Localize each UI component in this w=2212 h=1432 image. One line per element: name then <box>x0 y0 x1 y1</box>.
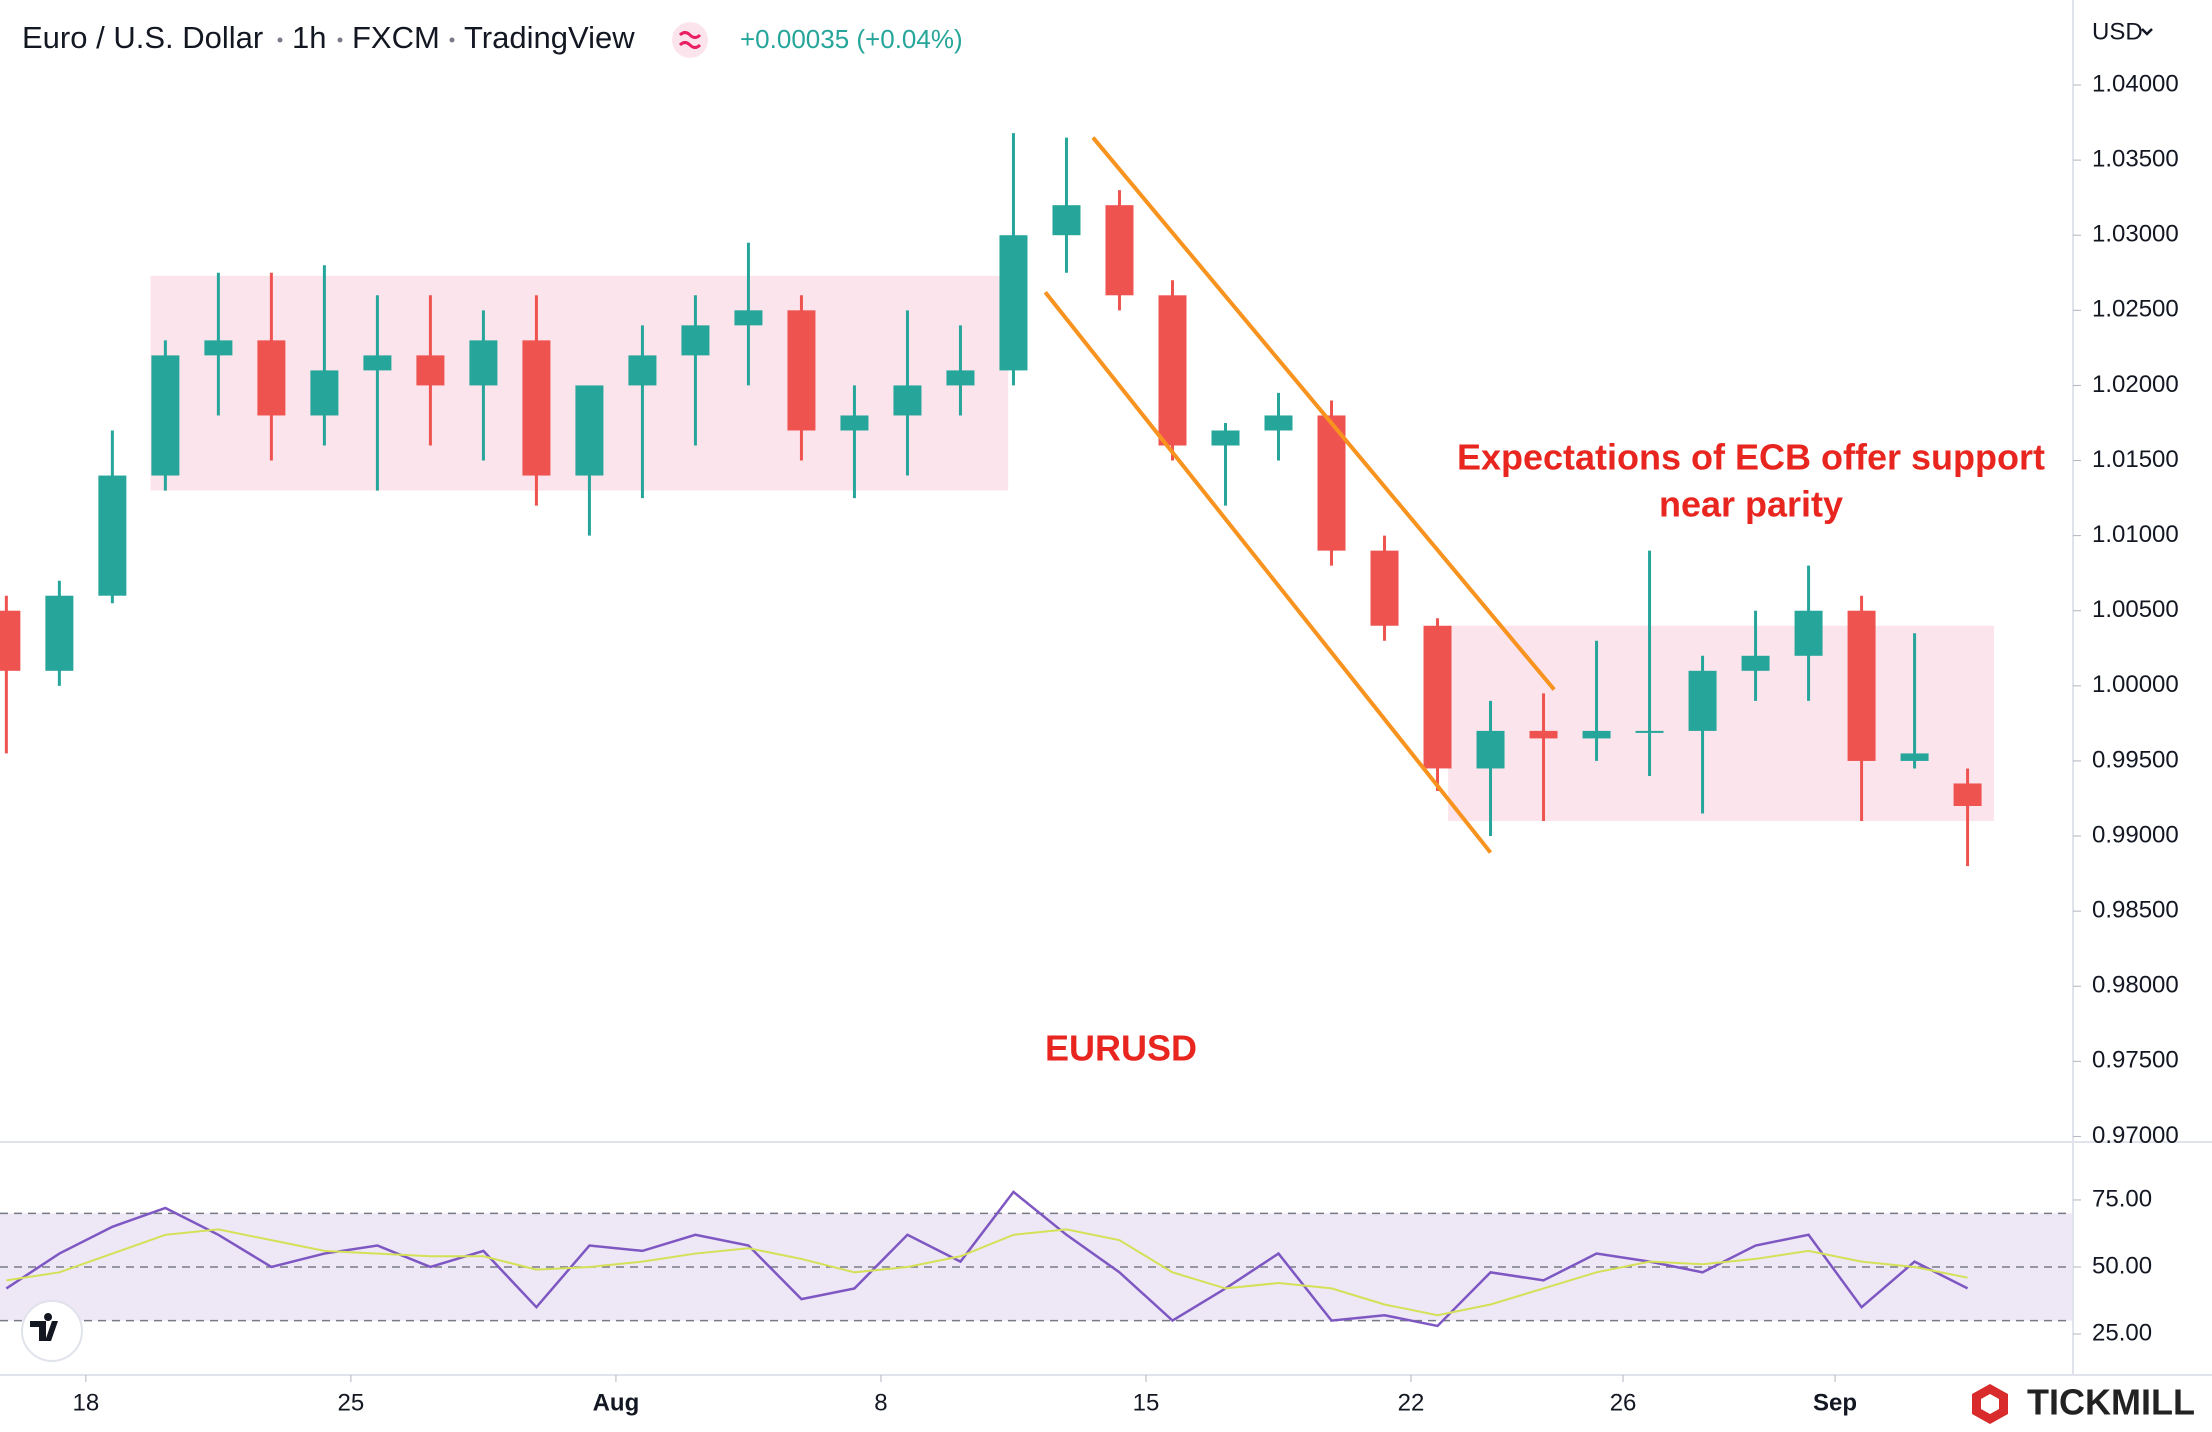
candle-body <box>151 355 180 476</box>
range-zone <box>1448 625 1995 822</box>
candle-body <box>1317 415 1346 551</box>
indicator-glyph <box>678 31 702 49</box>
x-tick-label: 22 <box>1398 1389 1425 1416</box>
candle-body <box>469 340 498 386</box>
currency-caret <box>2141 28 2153 36</box>
candle-body <box>1105 205 1134 296</box>
candle-body <box>98 475 127 596</box>
candle-body <box>45 595 74 671</box>
y-tick-label: 1.00000 <box>2092 671 2179 698</box>
y-tick-label: 0.99500 <box>2092 746 2179 773</box>
candle-body <box>681 325 710 356</box>
exchange: FXCM <box>352 20 440 55</box>
candle-body <box>1794 610 1823 656</box>
separator-dot <box>277 37 283 43</box>
annotation: Expectations of ECB offer support <box>1457 437 2045 478</box>
y-tick-label: 0.97000 <box>2092 1122 2179 1149</box>
candle-body <box>840 415 869 431</box>
y-tick-label: 0.98000 <box>2092 972 2179 999</box>
y-tick-label: 1.03000 <box>2092 221 2179 248</box>
plot-area <box>0 133 2072 1328</box>
trend-line <box>1043 291 1493 854</box>
x-tick-label: 8 <box>874 1389 887 1416</box>
candle-body <box>1953 783 1982 806</box>
candle-body <box>1264 415 1293 431</box>
y-tick-label: 0.97500 <box>2092 1047 2179 1074</box>
candle-body <box>1158 295 1187 446</box>
y-tick-label: 50.00 <box>2092 1252 2152 1279</box>
x-tick-label: 25 <box>338 1389 365 1416</box>
candle-body <box>1900 753 1929 761</box>
annotation: near parity <box>1659 484 1843 525</box>
separator-dot <box>337 37 343 43</box>
candle-body <box>999 235 1028 371</box>
candle-body <box>1052 205 1081 236</box>
candle-body <box>575 385 604 476</box>
candle-body <box>1582 730 1611 739</box>
y-tick-label: 25.00 <box>2092 1319 2152 1346</box>
x-tick-label: 15 <box>1133 1389 1160 1416</box>
candle-body <box>1370 550 1399 626</box>
trend-line <box>1091 136 1556 691</box>
x-tick-label: Sep <box>1813 1389 1857 1416</box>
y-tick-label: 1.01500 <box>2092 446 2179 473</box>
rsi-ma-line <box>6 1228 1968 1317</box>
candle-body <box>0 610 21 671</box>
candle-body <box>363 355 392 371</box>
candle-body <box>946 370 975 386</box>
candle-body <box>1741 655 1770 671</box>
y-tick-label: 1.00500 <box>2092 596 2179 623</box>
candle-body <box>1635 730 1664 733</box>
y-tick-label: 1.03500 <box>2092 145 2179 172</box>
separator-dot <box>449 37 455 43</box>
y-tick-label: 1.01000 <box>2092 521 2179 548</box>
interval: 1h <box>292 20 326 55</box>
symbol-title: Euro / U.S. Dollar <box>22 20 263 55</box>
candle-body <box>1847 610 1876 761</box>
logo-mark <box>30 1313 58 1341</box>
candle-body <box>628 355 657 386</box>
y-tick-label: 1.04000 <box>2092 70 2179 97</box>
price-change: +0.00035 (+0.04%) <box>740 24 963 54</box>
x-tick-label: 18 <box>73 1389 100 1416</box>
candle-body <box>257 340 286 416</box>
brand-hexagon-inner <box>1981 1394 1999 1414</box>
candle-body <box>787 310 816 431</box>
candle-body <box>1688 670 1717 731</box>
currency[interactable]: USD <box>2092 18 2143 45</box>
candle-body <box>416 355 445 386</box>
y-tick-label: 0.98500 <box>2092 896 2179 923</box>
x-tick-label: Aug <box>593 1389 640 1416</box>
brand: TICKMILL <box>1972 1382 2195 1424</box>
candle-body <box>1476 730 1505 769</box>
candle-body <box>1211 430 1240 446</box>
y-tick-label: 75.00 <box>2092 1185 2152 1212</box>
candle-body <box>204 340 233 356</box>
candle-body <box>522 340 551 476</box>
y-tick-label: 1.02500 <box>2092 296 2179 323</box>
candle-body <box>310 370 339 416</box>
y-tick-label: 1.02000 <box>2092 371 2179 398</box>
y-tick-label: 0.99000 <box>2092 821 2179 848</box>
brand-name: TICKMILL <box>2027 1382 2195 1423</box>
candle-body <box>1529 730 1558 739</box>
source: TradingView <box>464 20 635 55</box>
header: Euro / U.S. Dollar 1h FXCM TradingView +… <box>22 18 2153 58</box>
indicator-icon[interactable] <box>672 22 708 58</box>
x-tick-label: 26 <box>1610 1389 1637 1416</box>
candle-body <box>893 385 922 416</box>
tv-logo <box>21 1300 83 1362</box>
candle-body <box>734 310 763 326</box>
symbol-label: EURUSD <box>1045 1028 1197 1069</box>
candle-body <box>1423 625 1452 769</box>
